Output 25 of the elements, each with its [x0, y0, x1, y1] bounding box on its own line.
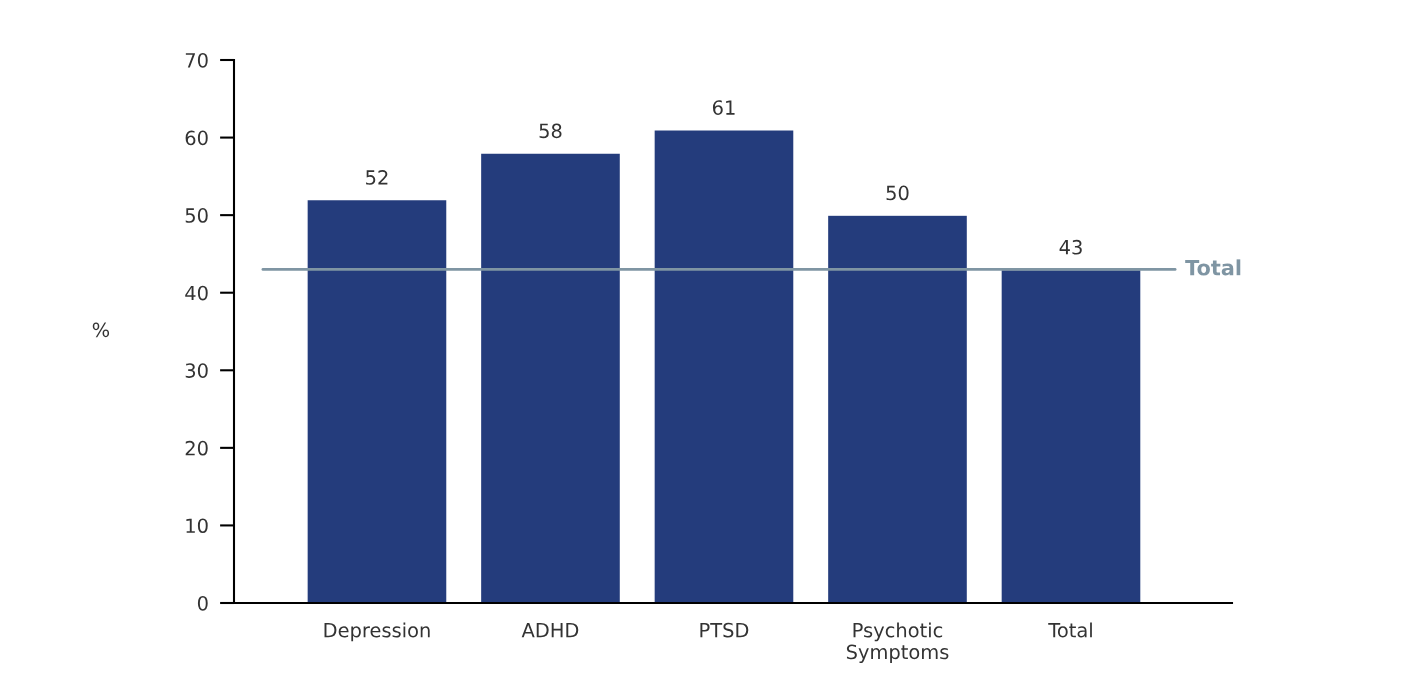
y-tick-label: 30 [185, 363, 208, 378]
y-tick-label: 60 [185, 130, 208, 146]
data-label: 61 [712, 100, 735, 115]
x-tick-label: Depression [324, 622, 430, 642]
data-label: 50 [886, 185, 909, 201]
y-tick-label: 40 [185, 285, 208, 301]
bar [479, 152, 622, 603]
bar [1000, 268, 1142, 603]
y-tick-label: 50 [185, 208, 208, 223]
bar [306, 198, 448, 603]
data-label: 52 [366, 170, 388, 185]
x-tick-label: Total [1048, 622, 1092, 638]
bar [826, 214, 969, 603]
x-tick-label: ADHD [521, 623, 579, 638]
data-label: 58 [539, 123, 562, 139]
bar [653, 129, 795, 603]
x-tick-label: PTSD [700, 622, 749, 638]
y-tick-label: 10 [186, 518, 208, 534]
y-tick-label: 20 [185, 440, 208, 456]
ref-line-label: Total [1185, 259, 1241, 276]
data-label: 43 [1059, 239, 1082, 255]
x-tick-label: Psychotic Symptoms [846, 622, 949, 664]
y-tick-label: 0 [197, 595, 208, 611]
y-tick-label: 70 [185, 52, 208, 68]
y-axis-title: % [92, 322, 110, 338]
